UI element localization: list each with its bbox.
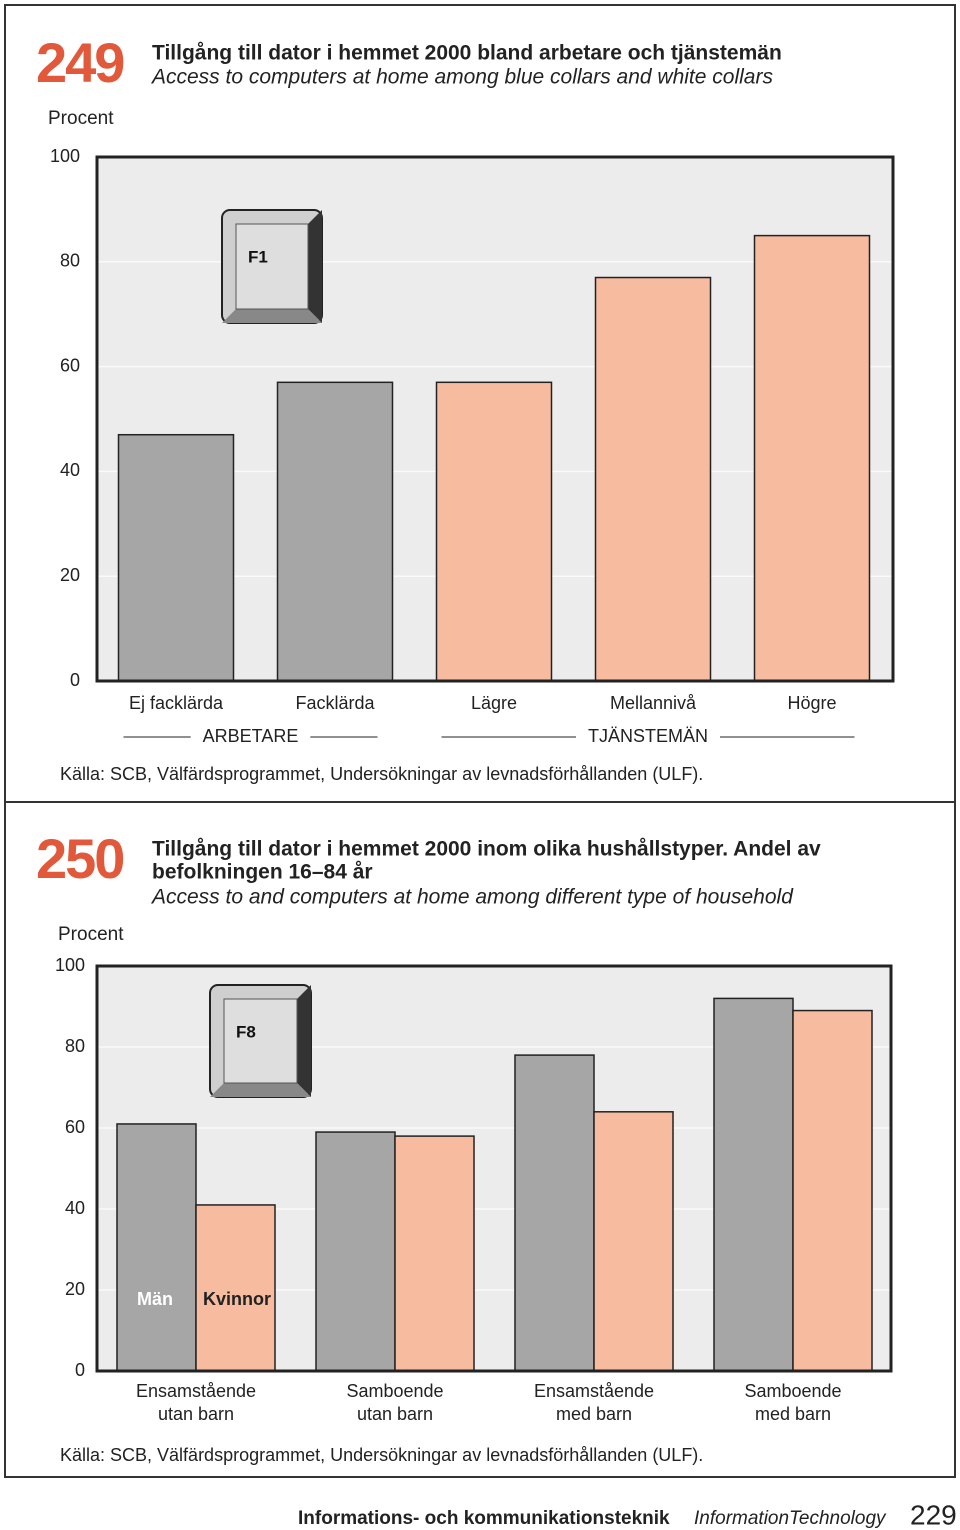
key-top — [235, 223, 309, 310]
bar — [276, 381, 394, 682]
y-axis-label: Procent — [58, 924, 124, 945]
x-tick-label: Facklärda — [295, 693, 375, 713]
y-tick-label: 20 — [60, 565, 80, 585]
bar — [394, 1135, 475, 1372]
y-tick-label: 100 — [55, 955, 85, 975]
y-tick-label: 40 — [60, 460, 80, 480]
plot-frame — [95, 964, 893, 1373]
y-axis-label: Procent — [48, 108, 114, 129]
x-tick-label: med barn — [755, 1404, 831, 1424]
legend-label: Män — [137, 1289, 173, 1309]
y-tick-label: 20 — [65, 1279, 85, 1299]
y-tick-label: 0 — [75, 1360, 85, 1380]
y-tick-label: 0 — [70, 670, 80, 690]
bar — [315, 1131, 396, 1372]
x-tick-label: Samboende — [346, 1381, 443, 1401]
bar — [593, 1111, 674, 1372]
x-tick-label: med barn — [556, 1404, 632, 1424]
bar — [117, 433, 235, 682]
y-tick-label: 60 — [60, 355, 80, 375]
y-tick-label: 80 — [60, 251, 80, 271]
bar — [195, 1204, 276, 1372]
bar — [594, 276, 712, 682]
key-side — [210, 1083, 311, 1097]
y-tick-label: 60 — [65, 1117, 85, 1137]
x-tick-label: Mellannivå — [610, 693, 697, 713]
key-side — [297, 985, 311, 1097]
chart-number: 249 — [36, 31, 124, 94]
y-tick-label: 80 — [65, 1036, 85, 1056]
x-tick-label: Ensamstående — [534, 1381, 654, 1401]
chart-subtitle: Access to computers at home among blue c… — [150, 66, 773, 89]
plot-frame — [95, 155, 895, 683]
chart-subtitle: Access to and computers at home among di… — [150, 886, 794, 909]
chart-number: 250 — [36, 827, 123, 890]
bar — [116, 1123, 197, 1372]
x-tick-label: utan barn — [357, 1404, 433, 1424]
page-number: 229 — [910, 1499, 957, 1530]
y-tick-label: 40 — [65, 1198, 85, 1218]
key-top — [223, 998, 298, 1084]
source: Källa: SCB, Välfärdsprogrammet, Undersök… — [60, 764, 703, 784]
source: Källa: SCB, Välfärdsprogrammet, Undersök… — [60, 1445, 703, 1465]
key-icon: F8 — [209, 984, 312, 1098]
x-tick-label: Ej facklärda — [129, 693, 224, 713]
key-side — [308, 210, 322, 323]
legend-label: TJÄNSTEMÄN — [588, 726, 708, 746]
key-label: F8 — [236, 1022, 256, 1041]
chart-title: befolkningen 16–84 år — [152, 861, 373, 884]
panel-frame — [4, 801, 956, 1478]
x-tick-label: Högre — [787, 693, 836, 713]
bar — [753, 234, 871, 682]
x-tick-label: Lägre — [471, 693, 517, 713]
bar — [514, 1054, 595, 1372]
bar — [713, 997, 794, 1372]
footer-section-en: InformationTechnology — [694, 1508, 887, 1529]
y-tick-label: 100 — [50, 146, 80, 166]
chart-title: Tillgång till dator i hemmet 2000 bland … — [152, 42, 782, 65]
x-tick-label: Ensamstående — [136, 1381, 256, 1401]
bar — [435, 381, 553, 682]
x-tick-label: Samboende — [744, 1381, 841, 1401]
legend-label: ARBETARE — [203, 726, 299, 746]
key-icon: F1 — [221, 209, 323, 324]
key-side — [222, 309, 322, 323]
chart-title: Tillgång till dator i hemmet 2000 inom o… — [152, 838, 821, 861]
key-label: F1 — [248, 247, 268, 266]
footer-section: Informations- och kommunikationsteknik — [298, 1508, 670, 1529]
legend-label: Kvinnor — [203, 1289, 271, 1309]
bar — [792, 1009, 873, 1372]
x-tick-label: utan barn — [158, 1404, 234, 1424]
